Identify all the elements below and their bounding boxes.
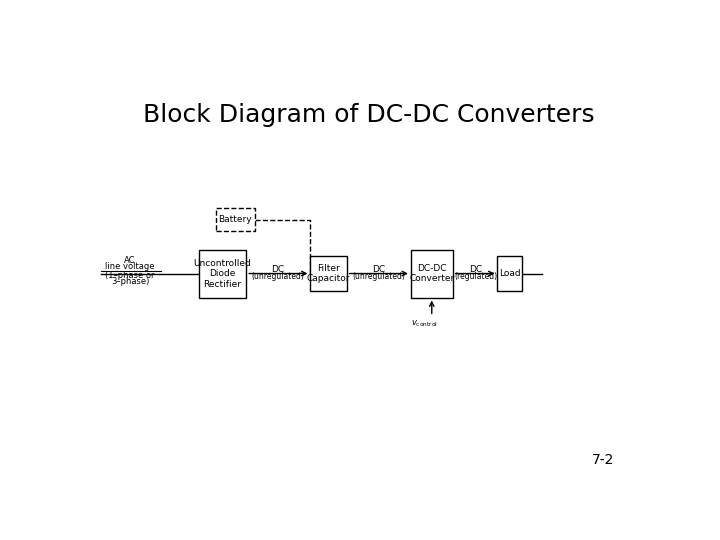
Text: 7-2: 7-2 [592,453,615,467]
Text: 3–phase): 3–phase) [111,278,149,286]
Text: Uncontrolled
Diode
Rectifier: Uncontrolled Diode Rectifier [194,259,251,289]
FancyBboxPatch shape [498,256,523,292]
Text: Block Diagram of DC-DC Converters: Block Diagram of DC-DC Converters [143,103,595,127]
Text: line voltage: line voltage [105,262,155,272]
FancyBboxPatch shape [411,250,453,298]
Text: Load: Load [499,269,521,278]
FancyBboxPatch shape [199,250,246,298]
Text: DC: DC [469,265,482,274]
Text: (unregulated): (unregulated) [352,272,405,281]
Text: (regulated): (regulated) [454,272,498,281]
Text: (unregulated): (unregulated) [251,272,305,281]
Text: DC: DC [271,265,284,274]
Text: $v_{\mathrm{control}}$: $v_{\mathrm{control}}$ [411,318,438,329]
Text: Battery: Battery [218,215,252,224]
Text: Filter
Capacitor: Filter Capacitor [307,264,351,284]
FancyBboxPatch shape [215,208,255,231]
Text: DC: DC [372,265,385,274]
FancyBboxPatch shape [310,256,347,292]
Text: AC: AC [125,256,136,265]
Text: (1–phase or: (1–phase or [105,271,155,280]
Text: DC-DC
Converter: DC-DC Converter [409,264,454,284]
